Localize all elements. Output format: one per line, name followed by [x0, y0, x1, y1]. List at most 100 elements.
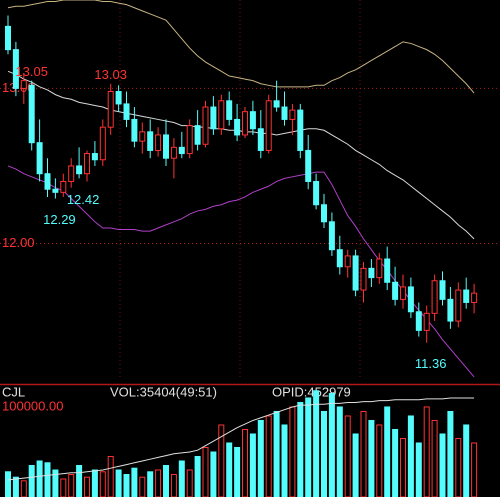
- volume-bar: [234, 446, 241, 497]
- volume-bar: [376, 424, 383, 497]
- volume-bar: [455, 437, 462, 497]
- volume-info: VOL:35404(49:51): [110, 384, 217, 399]
- opid-info: OPID:452979: [272, 384, 351, 399]
- candle-body: [234, 118, 241, 136]
- volume-bar: [139, 476, 146, 497]
- candle-body: [194, 125, 201, 145]
- high-label: 13.03: [94, 67, 127, 82]
- volume-bar: [202, 446, 209, 497]
- volume-bar: [257, 419, 264, 497]
- candle-body: [447, 298, 454, 322]
- candle-body: [471, 292, 478, 303]
- candle-body: [265, 100, 272, 151]
- volume-bar: [60, 478, 67, 497]
- volume-bar: [12, 476, 19, 497]
- volume-bar: [147, 471, 154, 497]
- volume-bar: [84, 476, 90, 497]
- volume-bar: [5, 471, 11, 497]
- low-label: 12.42: [67, 192, 100, 207]
- volume-bar: [352, 433, 359, 497]
- y2-tick-label: 100000.00: [2, 398, 63, 413]
- candle-body: [163, 134, 169, 159]
- volume-bar: [155, 469, 162, 497]
- candle-body: [76, 165, 83, 175]
- volume-bar: [163, 464, 169, 497]
- candle-body: [60, 180, 67, 193]
- volume-ma: [7, 397, 475, 481]
- candle-body: [321, 204, 327, 223]
- volume-bar: [273, 410, 280, 497]
- candle-body: [186, 125, 193, 155]
- candle-body: [218, 100, 225, 130]
- candle-body: [36, 142, 43, 175]
- candle-body: [384, 258, 391, 283]
- overlay-line: [7, 0, 475, 94]
- volume-bar: [242, 428, 248, 497]
- volume-bar: [210, 451, 217, 497]
- candle-body: [455, 289, 462, 322]
- candle-body: [44, 173, 51, 190]
- low-label: 11.36: [415, 356, 447, 371]
- candle-body: [439, 280, 446, 300]
- volume-bar: [439, 433, 446, 497]
- volume-bar: [328, 392, 335, 497]
- candle-body: [131, 118, 138, 142]
- volume-bar: [321, 410, 327, 497]
- candle-body: [249, 111, 256, 130]
- volume-bar: [107, 455, 114, 497]
- low-label: 12.29: [43, 212, 76, 227]
- volume-bar: [336, 406, 343, 497]
- candle-body: [336, 249, 343, 268]
- candle-body: [297, 109, 304, 151]
- volume-bar: [415, 442, 422, 497]
- volume-bar: [431, 419, 438, 497]
- volume-bar: [297, 401, 304, 497]
- candle-body: [84, 153, 90, 175]
- candle-body: [305, 149, 312, 182]
- candle-body: [376, 258, 383, 279]
- volume-bar: [447, 410, 454, 497]
- high-label: 13.05: [15, 64, 48, 79]
- candle-body: [170, 146, 177, 159]
- candle-body: [139, 131, 146, 142]
- candle-body: [178, 146, 185, 155]
- candle-body: [392, 281, 399, 300]
- candle-body: [289, 109, 296, 120]
- candle-body: [123, 103, 130, 120]
- candle-body: [115, 91, 122, 105]
- volume-bar: [186, 469, 193, 497]
- volume-bar: [36, 460, 43, 497]
- y-tick-label: 12.00: [2, 235, 35, 250]
- candle-body: [91, 153, 98, 161]
- volume-bar: [28, 464, 35, 497]
- volume-bar: [44, 462, 51, 497]
- candle-body: [431, 280, 438, 314]
- volume-bar: [52, 469, 59, 497]
- candle-body: [107, 91, 114, 128]
- candle-body: [210, 106, 217, 130]
- candle-body: [242, 111, 248, 136]
- volume-bar: [99, 471, 106, 497]
- volume-bar: [76, 464, 83, 497]
- volume-bar: [194, 455, 201, 497]
- volume-bar: [360, 410, 367, 497]
- volume-bar: [407, 415, 414, 497]
- candle-body: [352, 255, 359, 291]
- volume-bar: [305, 397, 312, 497]
- candle-body: [147, 131, 154, 151]
- candle-body: [68, 165, 75, 182]
- volume-bar: [249, 433, 256, 497]
- volume-bar: [115, 469, 122, 497]
- volume-bar: [218, 424, 225, 497]
- volume-bar: [68, 473, 75, 497]
- candle-body: [281, 106, 288, 120]
- volume-bar: [368, 419, 375, 497]
- candle-body: [257, 128, 264, 151]
- candle-body: [226, 100, 233, 120]
- volume-bar: [400, 437, 406, 497]
- volume-bar: [91, 469, 98, 497]
- volume-bar: [131, 467, 138, 497]
